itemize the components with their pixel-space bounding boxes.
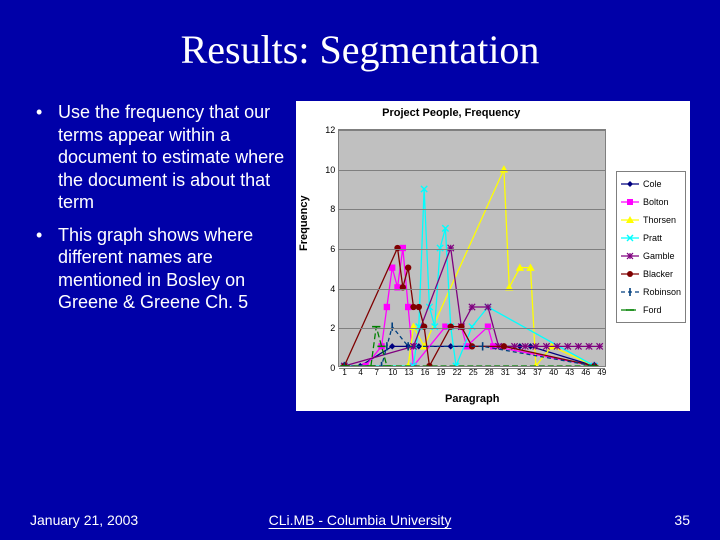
xtick-label: 16 [421,368,430,377]
legend-label: Ford [643,305,662,315]
ytick-label: 2 [330,323,335,333]
series-pratt [341,186,597,366]
slide-title: Results: Segmentation [30,26,690,73]
chart-ylabel: Frequency [298,195,310,251]
legend-item-thorsen: Thorsen [620,211,682,229]
xtick-label: 10 [388,368,397,377]
xtick-label: 49 [597,368,606,377]
bullet-1: Use the frequency that our terms appear … [30,101,284,214]
legend-label: Thorsen [643,215,676,225]
legend-item-ford: Ford [620,301,682,319]
xtick-label: 13 [404,368,413,377]
ytick-label: 4 [330,284,335,294]
ytick-label: 8 [330,204,335,214]
xtick-label: 1 [342,368,346,377]
chart-xlabel: Paragraph [338,393,606,405]
footer-center: CLi.MB - Columbia University [30,512,690,528]
slide-footer: January 21, 2003 CLi.MB - Columbia Unive… [30,512,690,528]
xtick-label: 25 [469,368,478,377]
ytick-label: 10 [325,165,335,175]
bullet-2: This graph shows where different names a… [30,224,284,314]
xtick-label: 22 [453,368,462,377]
legend-item-gamble: Gamble [620,247,682,265]
xtick-label: 28 [485,368,494,377]
legend-label: Gamble [643,251,675,261]
xtick-label: 7 [375,368,379,377]
xtick-label: 43 [565,368,574,377]
xtick-label: 31 [501,368,510,377]
legend-label: Bolton [643,197,669,207]
ytick-label: 12 [325,125,335,135]
xtick-label: 34 [517,368,526,377]
xtick-label: 40 [549,368,558,377]
legend-item-blacker: Blacker [620,265,682,283]
chart-title: Project People, Frequency [296,107,606,119]
chart-legend: Cole Bolton Thorsen Pratt Gamble Blacker Robin… [616,171,686,323]
slide-root: Results: Segmentation Use the frequency … [0,0,720,540]
ytick-label: 0 [330,363,335,373]
ytick-label: 6 [330,244,335,254]
legend-label: Robinson [643,287,681,297]
legend-item-cole: Cole [620,175,682,193]
bullets-list: Use the frequency that our terms appear … [30,101,284,411]
xtick-label: 4 [358,368,362,377]
frequency-chart: Project People, Frequency Frequency 0246… [296,101,690,411]
xtick-label: 19 [437,368,446,377]
content-row: Use the frequency that our terms appear … [30,101,690,411]
xtick-label: 37 [533,368,542,377]
legend-label: Cole [643,179,662,189]
legend-item-bolton: Bolton [620,193,682,211]
legend-item-robinson: Robinson [620,283,682,301]
xtick-label: 46 [581,368,590,377]
chart-plot-area: 0246810121471013161922252831343740434649 [338,129,606,367]
legend-label: Blacker [643,269,673,279]
legend-label: Pratt [643,233,662,243]
legend-item-pratt: Pratt [620,229,682,247]
chart-svg [339,130,605,366]
